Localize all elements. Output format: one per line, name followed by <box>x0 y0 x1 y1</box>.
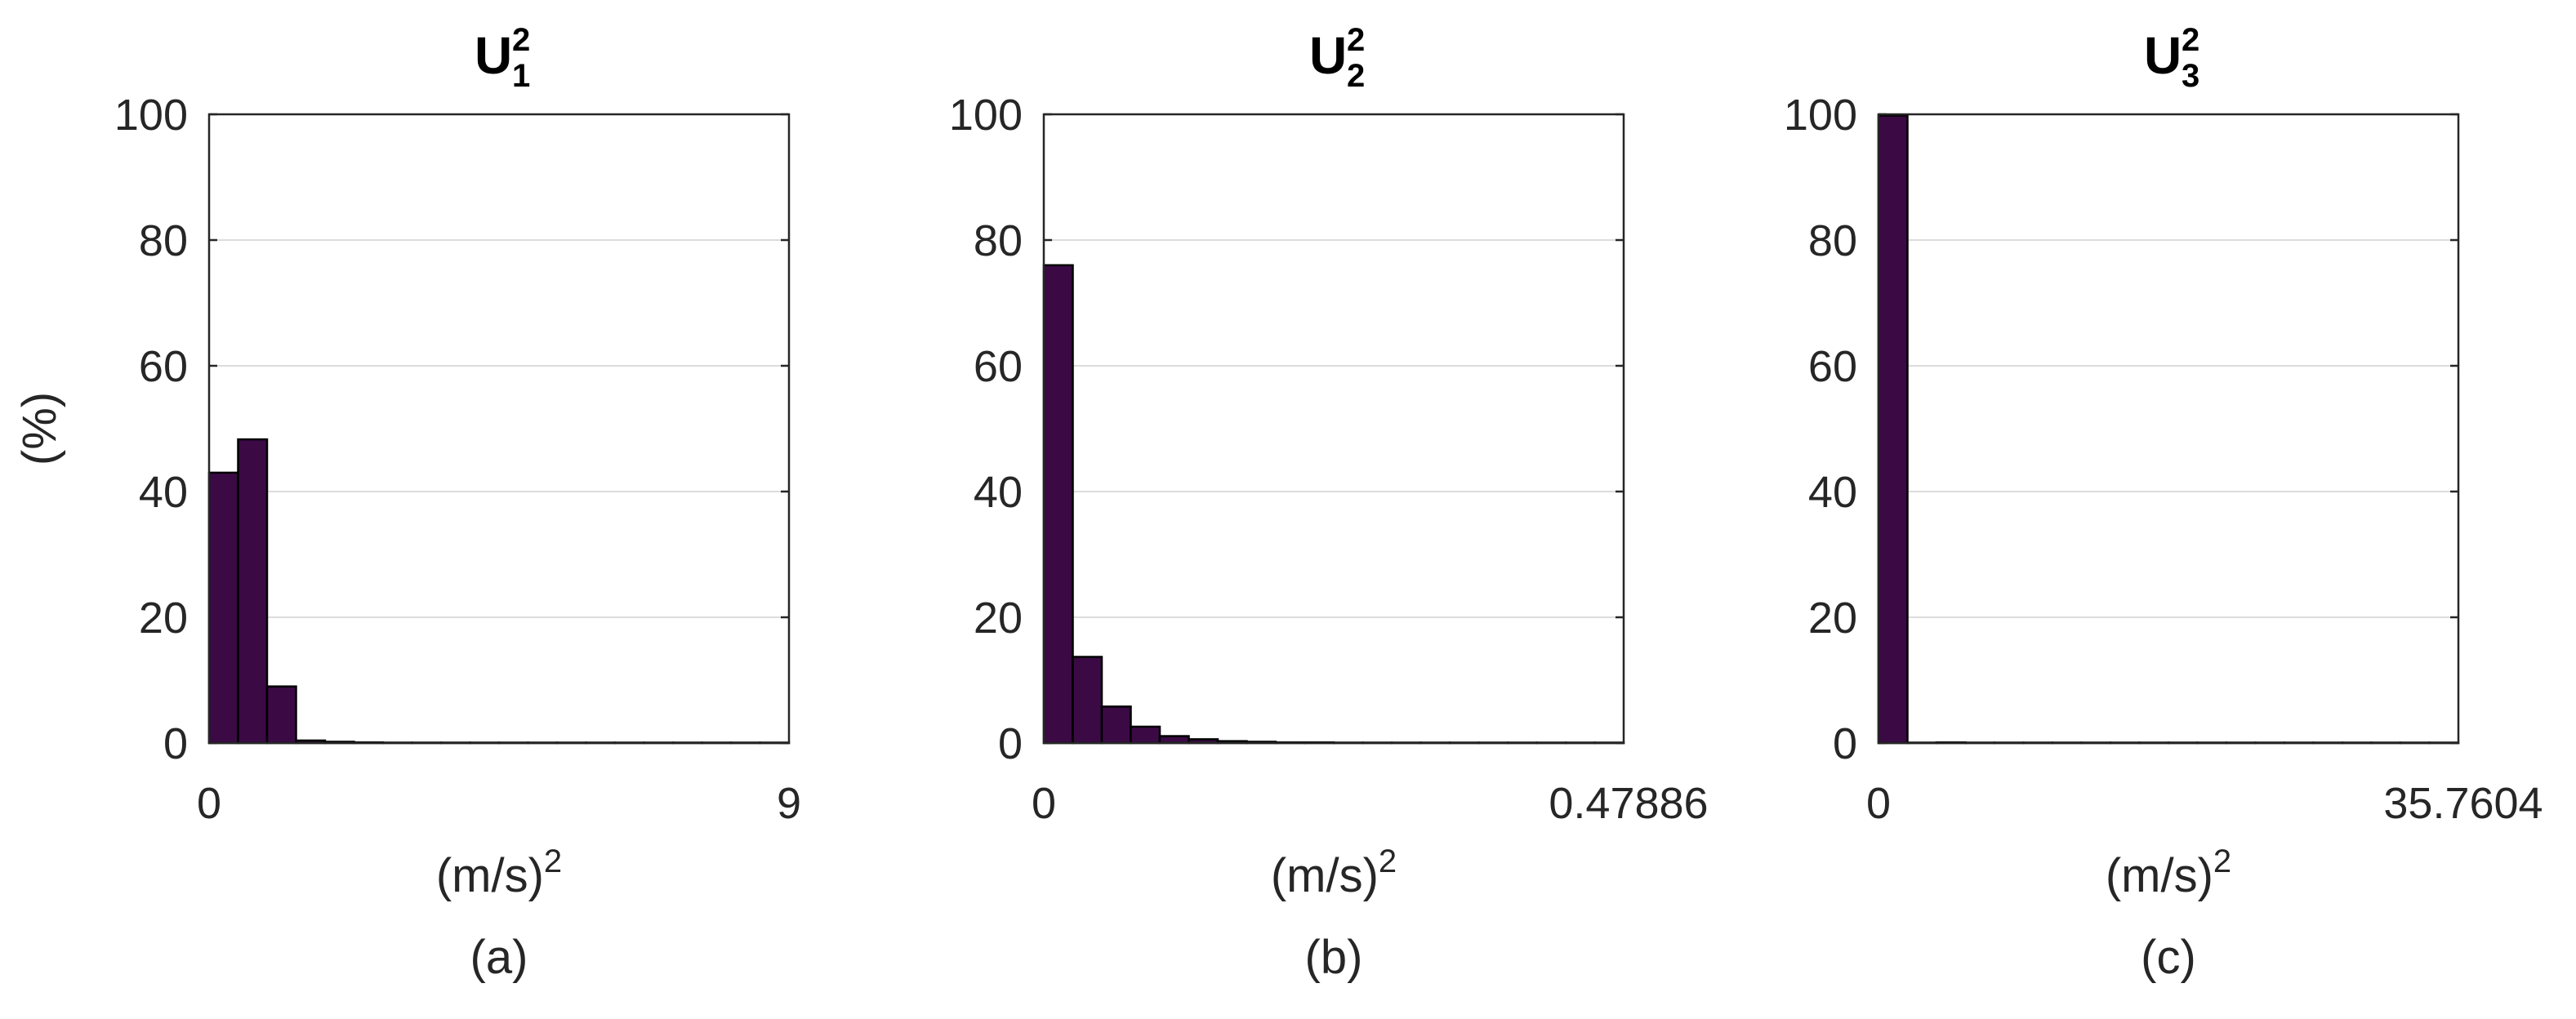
x-tick-label: 0 <box>1032 779 1056 828</box>
x-axis-label: (m/s)2 <box>1271 843 1397 902</box>
chart-title: U <box>1309 26 1347 85</box>
x-axis-label: (m/s)2 <box>436 843 562 902</box>
y-tick-label: 80 <box>139 216 188 265</box>
x-tick-label: 0.47886 <box>1549 779 1708 828</box>
y-tick-label: 40 <box>1808 468 1857 517</box>
y-tick-label: 100 <box>1784 91 1857 140</box>
chart-title-subscript: 1 <box>512 58 530 94</box>
chart-panel-1: 0 20 40 60 80 100 0 9 (m/s)2 (a) U 21 <box>114 22 801 984</box>
y-tick-label: 100 <box>949 91 1023 140</box>
histogram-bar <box>207 471 239 745</box>
panel-label: (c) <box>2141 931 2196 984</box>
chart-title-subscript: 3 <box>2182 58 2199 94</box>
y-tick-label: 80 <box>974 216 1023 265</box>
y-tick-label: 40 <box>974 468 1023 517</box>
panel-label: (b) <box>1305 931 1363 984</box>
y-tick-label: 40 <box>139 468 188 517</box>
y-tick-label: 0 <box>1833 719 1857 768</box>
x-tick-label: 0 <box>1866 779 1891 828</box>
chart-title: U <box>2144 26 2182 85</box>
y-tick-label: 20 <box>139 594 188 643</box>
chart-title-subscript: 2 <box>1347 58 1365 94</box>
x-tick-label: 35.7604 <box>2383 779 2543 828</box>
y-tick-label: 20 <box>974 594 1023 643</box>
y-tick-label: 20 <box>1808 594 1857 643</box>
y-tick-label: 80 <box>1808 216 1857 265</box>
y-tick-label: 60 <box>974 342 1023 391</box>
chart-title-superscript: 2 <box>1347 22 1365 58</box>
y-tick-label: 60 <box>139 342 188 391</box>
histogram-bar <box>1877 114 1909 745</box>
chart-panel-2: 0 20 40 60 80 100 0 0.47886 (m/s)2 (b) U 22 <box>949 22 1709 984</box>
chart-title: U <box>475 26 512 85</box>
y-tick-label: 0 <box>163 719 188 768</box>
histogram-bar <box>1100 705 1132 745</box>
panel-label: (a) <box>470 931 528 984</box>
chart-title-superscript: 2 <box>512 22 530 58</box>
y-tick-label: 60 <box>1808 342 1857 391</box>
histogram-bar <box>237 438 269 745</box>
chart-panel-3: 0 20 40 60 80 100 0 35.7604 (m/s)2 (c) U 23 <box>1784 22 2543 984</box>
chart-title-superscript: 2 <box>2182 22 2199 58</box>
histogram-bar <box>1158 735 1190 745</box>
histogram-bar <box>1072 656 1103 745</box>
axis-frame <box>1042 113 1625 745</box>
x-tick-label: 0 <box>197 779 221 828</box>
y-tick-label: 0 <box>998 719 1023 768</box>
y-axis-label: (%) <box>13 392 66 465</box>
y-tick-label: 100 <box>114 91 188 140</box>
axis-frame <box>1877 113 2460 745</box>
histogram-bar <box>1130 725 1161 745</box>
axis-frame <box>207 113 791 745</box>
histogram-bar <box>265 685 297 745</box>
x-tick-label: 9 <box>777 779 801 828</box>
x-axis-label: (m/s)2 <box>2106 843 2231 902</box>
histogram-bar <box>1042 264 1074 745</box>
